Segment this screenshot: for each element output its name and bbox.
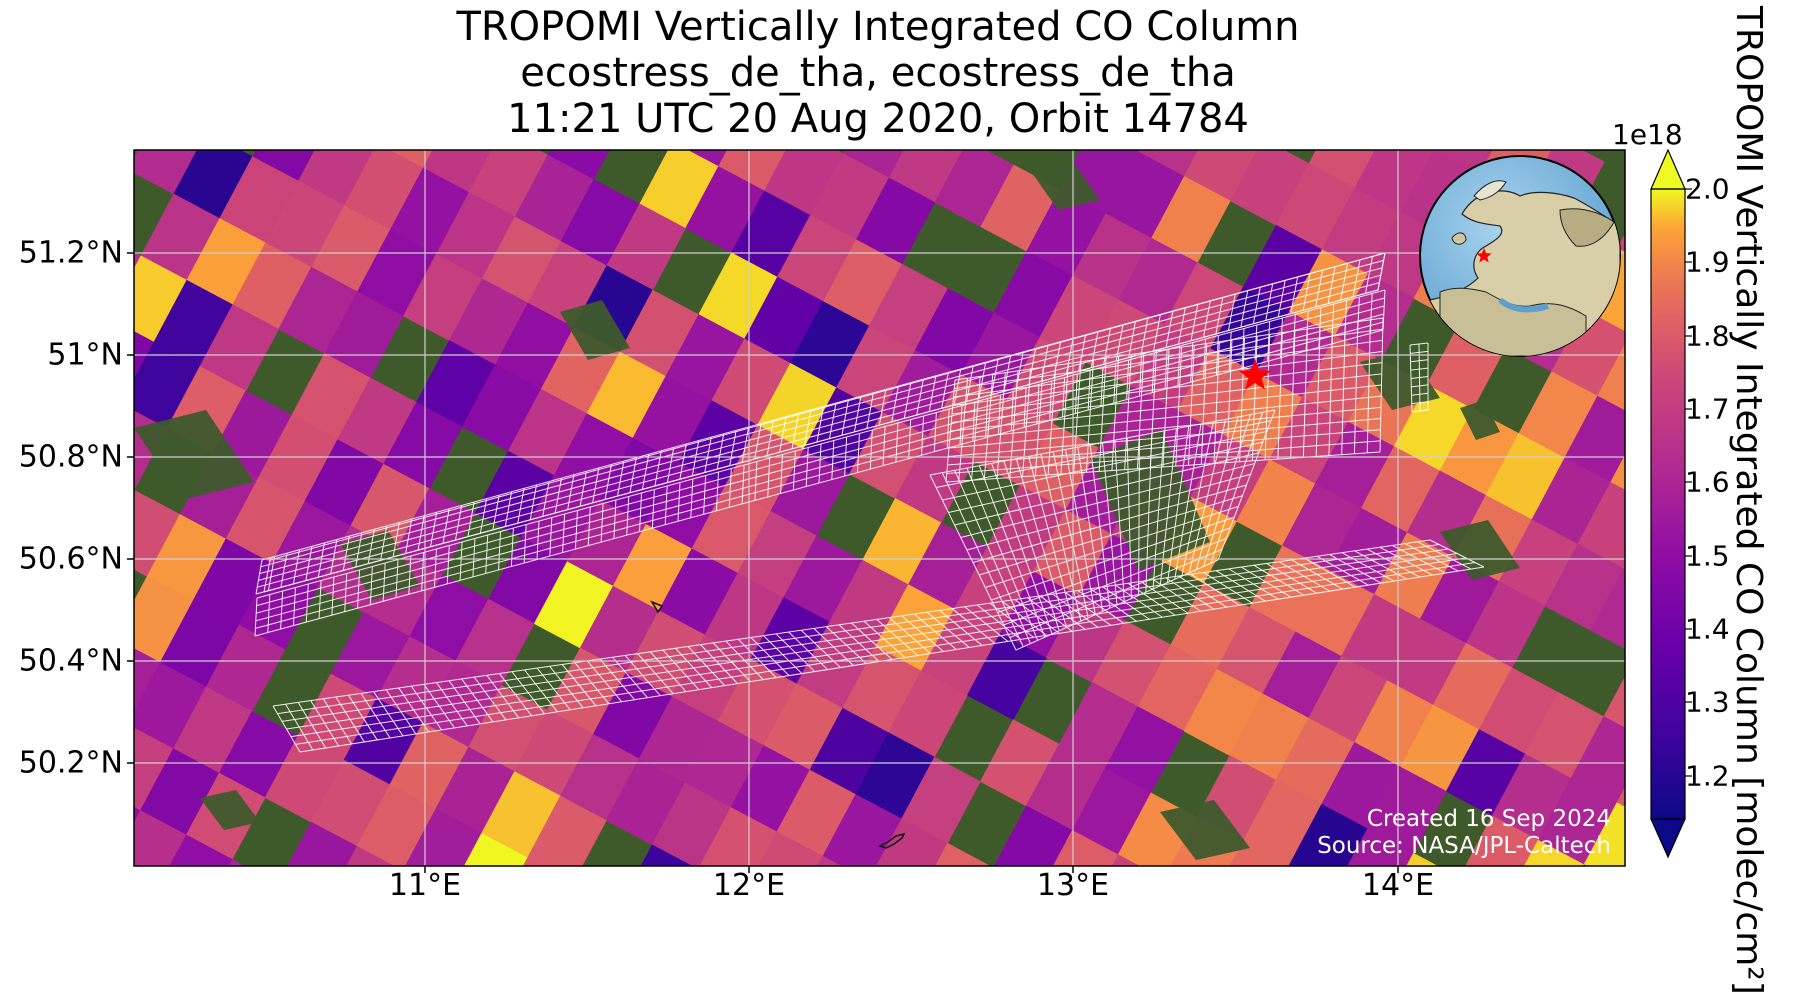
colorbar-gradient [1651, 189, 1685, 819]
title-line-3: 11:21 UTC 20 Aug 2020, Orbit 14784 [507, 96, 1249, 142]
site-star-marker [1238, 359, 1272, 390]
title-line-1: TROPOMI Vertically Integrated CO Column [456, 4, 1300, 50]
lon-label-11: 11°E [388, 868, 462, 903]
source-credit: Source: NASA/JPL-Caltech [1317, 833, 1611, 859]
created-credit: Created 16 Sep 2024 [1366, 806, 1611, 832]
lat-label-50-6: 50.6°N [18, 541, 123, 577]
map-title: TROPOMI Vertically Integrated CO Column … [120, 4, 1636, 142]
colorbar-extend-max [1650, 148, 1686, 190]
map-frame [133, 149, 1626, 867]
lat-label-50-4: 50.4°N [18, 643, 123, 679]
boundary-outline-2 [878, 832, 906, 849]
colorbar-extend-min [1650, 818, 1686, 859]
lat-label-50-2: 50.2°N [18, 745, 123, 781]
colorbar [1650, 148, 1692, 859]
map-figure [127, 148, 1692, 873]
globe-star-marker [1476, 248, 1492, 263]
ecostress-footprints [254, 252, 1485, 753]
boundary-outline [650, 600, 664, 614]
colorbar-tick-1-5: 1.5 [1685, 539, 1730, 573]
colorbar-tick-2-0: 2.0 [1685, 172, 1730, 206]
colorbar-tick-1-3: 1.3 [1685, 685, 1730, 719]
lat-label-51: 51°N [47, 337, 123, 373]
lon-label-14: 14°E [1361, 868, 1435, 903]
colorbar-tick-1-4: 1.4 [1685, 612, 1730, 646]
graticule [134, 150, 1625, 866]
map-area [134, 150, 1625, 866]
axis-ticks [127, 252, 1399, 873]
basemap-gaps [134, 160, 1520, 860]
colorbar-tick-1-7: 1.7 [1685, 392, 1730, 426]
colorbar-tick-1-8: 1.8 [1685, 319, 1730, 353]
colorbar-exponent: 1e18 [1612, 118, 1683, 151]
title-line-2: ecostress_de_tha, ecostress_de_tha [520, 50, 1236, 96]
co-column-pixels [134, 150, 1625, 866]
colorbar-tick-1-2: 1.2 [1685, 759, 1730, 793]
colorbar-tick-1-9: 1.9 [1685, 245, 1730, 279]
lat-label-50-8: 50.8°N [18, 439, 123, 475]
colorbar-label: TROPOMI Vertically Integrated CO Column … [1728, 6, 1769, 995]
inset-globe [1419, 155, 1621, 357]
lon-label-13: 13°E [1036, 868, 1110, 903]
lon-label-12: 12°E [712, 868, 786, 903]
colorbar-tick-1-6: 1.6 [1685, 465, 1730, 499]
lat-label-51-2: 51.2°N [18, 235, 123, 271]
